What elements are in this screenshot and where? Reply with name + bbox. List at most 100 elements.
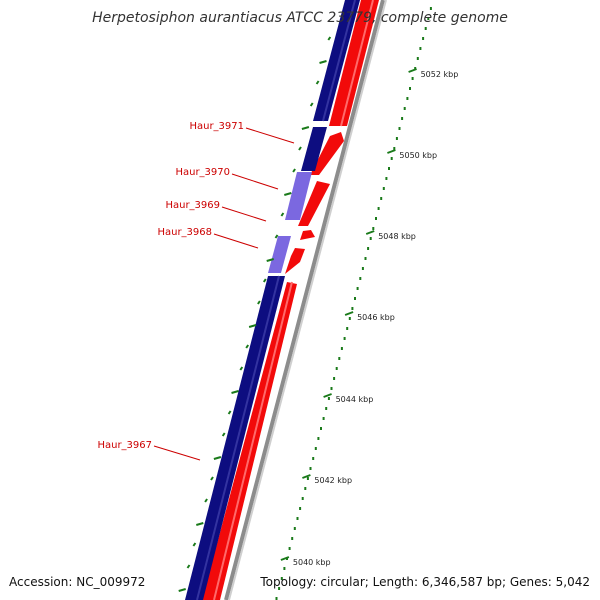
gene-labels: Haur_3971 Haur_3970 Haur_3969 Haur_3968 … xyxy=(97,121,295,461)
ruler-minor-tick xyxy=(309,467,312,470)
strand-tick xyxy=(266,258,274,262)
ruler-major-tick xyxy=(408,68,417,73)
ruler-minor-tick xyxy=(398,127,401,130)
ruler-minor-tick xyxy=(364,257,367,260)
ruler-minor-tick xyxy=(346,327,349,330)
ruler-minor-tick xyxy=(314,447,317,450)
ruler-minor-tick xyxy=(369,237,372,240)
gene-label-haur-3967[interactable]: Haur_3967 xyxy=(97,440,152,451)
ruler-minor-tick xyxy=(278,587,281,590)
ruler-minor-tick xyxy=(380,197,383,200)
strand-tick xyxy=(309,102,314,107)
feature-shine xyxy=(196,275,280,600)
ruler-minor-tick xyxy=(372,227,375,230)
ruler-minor-tick xyxy=(301,497,304,500)
feature-forward-upper[interactable] xyxy=(313,0,360,121)
ruler-minor-tick xyxy=(351,307,354,310)
ruler-minor-tick xyxy=(327,397,330,400)
ruler-minor-tick xyxy=(393,147,396,150)
ruler-minor-tick xyxy=(429,7,432,10)
ruler-minor-tick xyxy=(422,37,425,40)
ruler-minor-tick xyxy=(304,487,307,490)
feature-haur-3967[interactable] xyxy=(185,276,285,600)
genome-backbone xyxy=(224,0,385,600)
feature-reverse-3[interactable] xyxy=(298,181,330,226)
ruler-minor-tick xyxy=(325,407,328,410)
strand-tick xyxy=(298,146,302,151)
ruler-minor-tick xyxy=(291,537,294,540)
ruler-minor-tick xyxy=(283,567,286,570)
ruler-minor-tick xyxy=(382,187,385,190)
ruler-minor-tick xyxy=(356,287,359,290)
ruler-minor-tick xyxy=(395,137,398,140)
feature-reverse-5[interactable] xyxy=(285,248,305,274)
ruler-minor-tick xyxy=(367,247,370,250)
strand-tick xyxy=(284,192,292,196)
ruler-minor-tick xyxy=(385,177,388,180)
ruler-minor-tick xyxy=(343,337,346,340)
page-title: Herpetosiphon aurantiacus ATCC 23779, co… xyxy=(92,10,508,26)
accession-text: Accession: NC_009972 xyxy=(9,575,146,589)
ruler-minor-tick xyxy=(340,347,343,350)
ruler-minor-tick xyxy=(411,77,414,80)
feature-reverse-upper[interactable] xyxy=(329,0,379,126)
strand-tick xyxy=(186,564,191,569)
ruler-minor-tick xyxy=(312,457,315,460)
ruler-minor-tick xyxy=(377,207,380,210)
ruler-minor-tick xyxy=(361,267,364,270)
ruler-minor-tick xyxy=(409,87,411,90)
strand-tick xyxy=(280,212,285,217)
ruler-minor-tick xyxy=(288,547,291,550)
ruler-minor-tick xyxy=(322,417,325,420)
gene-label-haur-3970[interactable]: Haur_3970 xyxy=(175,167,230,178)
ruler-minor-tick xyxy=(375,217,377,220)
strand-tick xyxy=(262,278,267,283)
strand-tick xyxy=(327,36,332,41)
ruler-minor-tick xyxy=(416,57,419,60)
ruler-label: 5050 kbp xyxy=(399,151,437,160)
feature-haur-3970[interactable] xyxy=(285,172,312,220)
feature-shine xyxy=(340,0,374,127)
strand-tick xyxy=(257,300,261,305)
feature-haur-3971[interactable] xyxy=(301,127,327,171)
ruler-minor-tick xyxy=(427,17,430,20)
ruler-minor-tick xyxy=(424,27,427,30)
feature-shine xyxy=(322,0,356,122)
ruler-minor-tick xyxy=(354,297,356,300)
ruler-minor-tick xyxy=(317,437,320,440)
ruler-label: 5040 kbp xyxy=(293,558,331,567)
strand-tick xyxy=(178,588,186,592)
strand-tick xyxy=(196,522,204,526)
strand-tick xyxy=(213,456,222,460)
ruler: 5052 kbp 5050 kbp 5048 kbp 5046 kbp 5044 kbp… xyxy=(275,7,459,600)
feature-reverse-lower[interactable] xyxy=(202,282,297,600)
ruler-minor-tick xyxy=(306,477,309,480)
ruler-minor-tick xyxy=(330,387,333,390)
ruler-label: 5048 kbp xyxy=(378,232,416,241)
strand-tick xyxy=(221,432,226,437)
ruler-minor-tick xyxy=(388,167,390,170)
strand-tick xyxy=(274,234,279,239)
ruler-minor-tick xyxy=(338,357,341,360)
strand-tick xyxy=(239,366,244,371)
gene-label-haur-3968[interactable]: Haur_3968 xyxy=(157,227,212,238)
ruler-minor-tick xyxy=(403,107,406,110)
ruler-major-tick xyxy=(302,474,311,479)
ruler-minor-tick xyxy=(280,577,283,580)
ruler-minor-tick xyxy=(401,117,404,120)
ruler-minor-tick xyxy=(406,97,409,100)
ruler-major-tick xyxy=(344,311,354,316)
strand-tick xyxy=(301,126,310,130)
ruler-minor-tick xyxy=(299,507,302,510)
ruler-minor-tick xyxy=(348,317,351,320)
feature-reverse-2[interactable] xyxy=(310,132,344,175)
ruler-label: 5052 kbp xyxy=(421,70,459,79)
feature-reverse-4[interactable] xyxy=(300,230,315,240)
genome-backbone-shadow xyxy=(228,0,387,600)
ruler-major-tick xyxy=(280,556,290,561)
strand-tick xyxy=(204,498,208,503)
feature-haur-3968[interactable] xyxy=(268,236,291,273)
gene-label-haur-3969[interactable]: Haur_3969 xyxy=(165,200,220,211)
gene-label-haur-3971[interactable]: Haur_3971 xyxy=(189,121,244,132)
